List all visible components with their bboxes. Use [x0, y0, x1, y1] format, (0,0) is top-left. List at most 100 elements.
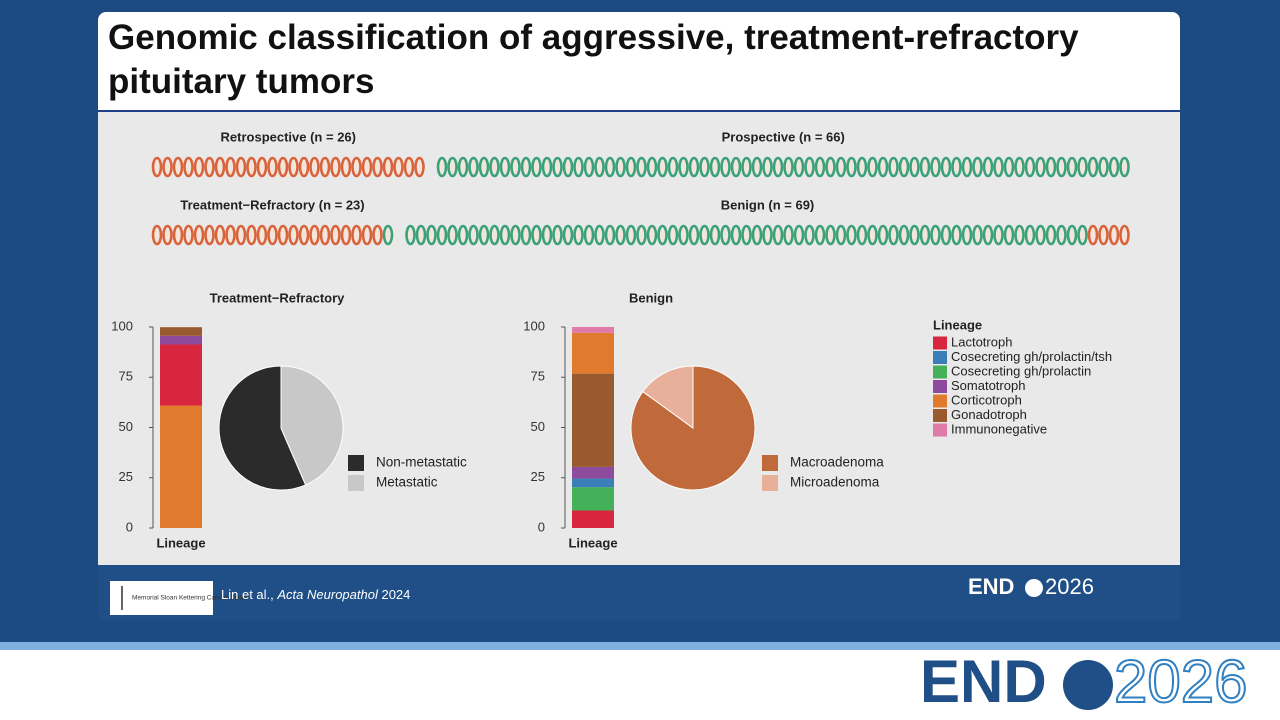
- ring: [919, 156, 931, 178]
- ring: [1119, 224, 1130, 246]
- ring: [667, 224, 679, 246]
- ring: [762, 156, 773, 178]
- bar-segment: Immunonegative: [572, 327, 614, 333]
- ring: [804, 224, 815, 246]
- ring: [267, 224, 278, 246]
- legend-label: Microadenoma: [790, 475, 880, 490]
- ring-group: [151, 156, 425, 178]
- ring: [699, 224, 710, 246]
- x-axis-label: Lineage: [156, 535, 205, 550]
- ring: [1014, 224, 1025, 246]
- legend-label: Metastatic: [376, 475, 438, 490]
- ring: [478, 224, 490, 246]
- y-tick-label: 25: [119, 469, 133, 484]
- ring: [1077, 156, 1088, 178]
- ring: [246, 224, 257, 246]
- y-tick-label: 50: [531, 419, 545, 434]
- legend-swatch: [762, 475, 778, 491]
- bar-segment: Lactotroph: [572, 510, 614, 528]
- ring: [940, 156, 952, 178]
- ring: [730, 224, 742, 246]
- legend-label: Somatotroph: [951, 378, 1025, 393]
- ring: [1035, 224, 1046, 246]
- ring: [162, 156, 173, 178]
- ring: [709, 156, 721, 178]
- ring: [468, 156, 479, 178]
- ring: [825, 156, 836, 178]
- ring: [298, 156, 310, 178]
- ring: [573, 224, 584, 246]
- legend-swatch: [933, 336, 947, 350]
- ring: [267, 156, 278, 178]
- bar-segment: Corticotroph: [572, 332, 614, 374]
- ring: [573, 156, 584, 178]
- ring: [468, 224, 479, 246]
- y-tick-label: 25: [531, 469, 545, 484]
- ring: [867, 224, 878, 246]
- ring: [382, 224, 394, 246]
- legend-label: Cosecreting gh/prolactin/tsh: [951, 349, 1112, 364]
- ring: [1098, 156, 1109, 178]
- ring: [288, 156, 299, 178]
- legend-swatch: [933, 409, 947, 422]
- ring: [615, 156, 626, 178]
- ring: [930, 156, 941, 178]
- ring: [856, 156, 868, 178]
- legend-label: Lactotroph: [951, 334, 1012, 349]
- ring: [741, 224, 752, 246]
- ring: [235, 156, 247, 178]
- ring: [1035, 156, 1046, 178]
- ring: [309, 156, 320, 178]
- ring: [193, 156, 205, 178]
- legend-label: Cosecreting gh/prolactin: [951, 363, 1091, 378]
- ring: [151, 156, 163, 178]
- ring: [814, 156, 826, 178]
- ring: [457, 156, 469, 178]
- ring: [214, 156, 226, 178]
- ring: [636, 156, 647, 178]
- ring: [972, 224, 983, 246]
- citation-authors: Lin et al.,: [221, 587, 274, 602]
- bar-segment: Gonadotroph: [160, 327, 202, 336]
- ring: [520, 224, 532, 246]
- ring: [330, 156, 341, 178]
- ring: [405, 224, 416, 246]
- ring: [741, 156, 752, 178]
- y-tick-label: 100: [523, 318, 545, 333]
- ring: [330, 224, 341, 246]
- ring: [1108, 156, 1120, 178]
- ring-group: [405, 224, 1088, 246]
- ring: [225, 156, 236, 178]
- ring: [594, 224, 605, 246]
- ring: [319, 156, 331, 178]
- ring: [583, 156, 595, 178]
- ring: [888, 224, 899, 246]
- ring: [1045, 156, 1057, 178]
- ring: [562, 224, 574, 246]
- ring: [1087, 224, 1099, 246]
- ring: [1056, 224, 1067, 246]
- ring: [541, 156, 553, 178]
- ring: [531, 156, 542, 178]
- y-tick-label: 50: [119, 419, 133, 434]
- ring: [814, 224, 826, 246]
- ring: [835, 156, 847, 178]
- ring: [204, 156, 215, 178]
- ring: [478, 156, 490, 178]
- ring: [172, 224, 184, 246]
- ring: [625, 156, 637, 178]
- bar-segment: Somatotroph: [572, 466, 614, 479]
- legend-label: Macroadenoma: [790, 455, 884, 470]
- legend-label: Non-metastatic: [376, 455, 467, 470]
- ring: [1014, 156, 1025, 178]
- bar-segment: Gonadotroph: [572, 373, 614, 467]
- legend-swatch: [933, 380, 947, 393]
- ring: [594, 156, 605, 178]
- ring: [877, 224, 889, 246]
- ring: [657, 156, 668, 178]
- ring: [510, 224, 521, 246]
- legend-swatch: [933, 394, 947, 408]
- ring: [214, 224, 226, 246]
- ring: [372, 156, 383, 178]
